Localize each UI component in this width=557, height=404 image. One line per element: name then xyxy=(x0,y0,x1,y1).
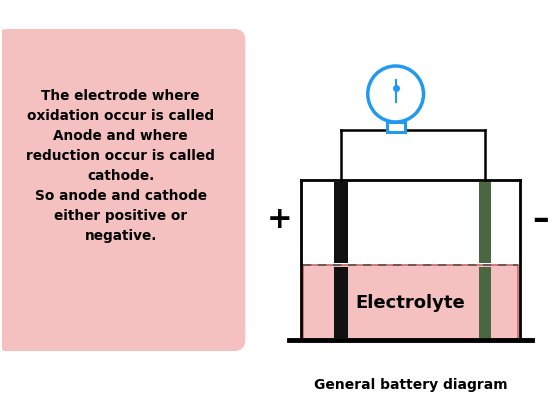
Text: +: + xyxy=(266,206,292,234)
Text: Electrolyte: Electrolyte xyxy=(356,293,466,311)
Text: The electrode where
oxidation occur is called
Anode and where
reduction occur is: The electrode where oxidation occur is c… xyxy=(26,89,215,243)
Bar xyxy=(303,265,518,340)
FancyBboxPatch shape xyxy=(0,30,245,350)
Bar xyxy=(334,182,348,263)
Bar xyxy=(480,182,491,263)
Bar xyxy=(334,267,348,338)
Bar xyxy=(480,267,491,338)
Text: –: – xyxy=(532,204,549,236)
Text: General battery diagram: General battery diagram xyxy=(314,378,507,392)
Bar xyxy=(387,122,404,132)
